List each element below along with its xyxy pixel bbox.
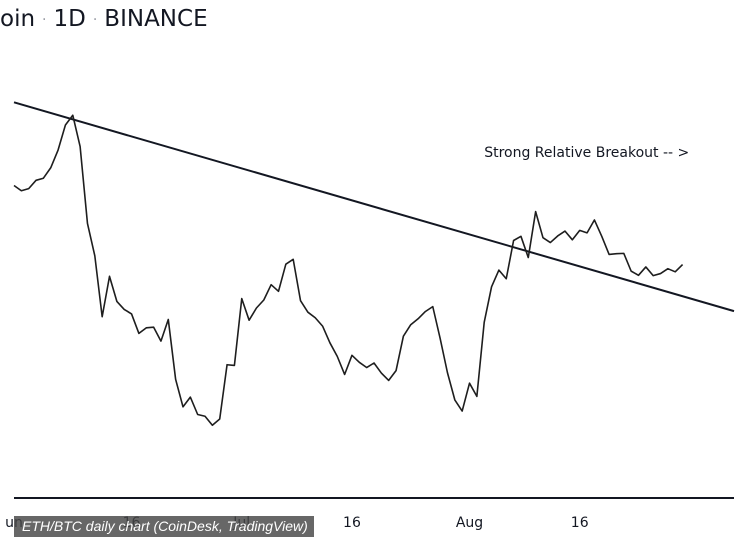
price-series-layer <box>13 114 684 427</box>
exchange-label: BINANCE <box>104 6 208 32</box>
chart-header: oin · 1D · BINANCE <box>0 6 208 32</box>
x-tick-label: 16 <box>571 515 589 531</box>
header-separator-1: · <box>42 11 47 28</box>
symbol-label: oin <box>0 6 36 32</box>
image-caption: ETH/BTC daily chart (CoinDesk, TradingVi… <box>14 516 314 537</box>
x-tick-label: Aug <box>456 515 483 531</box>
x-tick-label: 16 <box>343 515 361 531</box>
header-separator-2: · <box>92 11 98 28</box>
breakout-annotation: Strong Relative Breakout -- > <box>484 145 689 161</box>
annotation-layer: Strong Relative Breakout -- > <box>484 145 689 161</box>
trendline[interactable] <box>13 101 735 313</box>
trendline-layer <box>13 101 735 313</box>
price-series-line <box>13 114 684 427</box>
interval-label[interactable]: 1D <box>53 6 86 32</box>
